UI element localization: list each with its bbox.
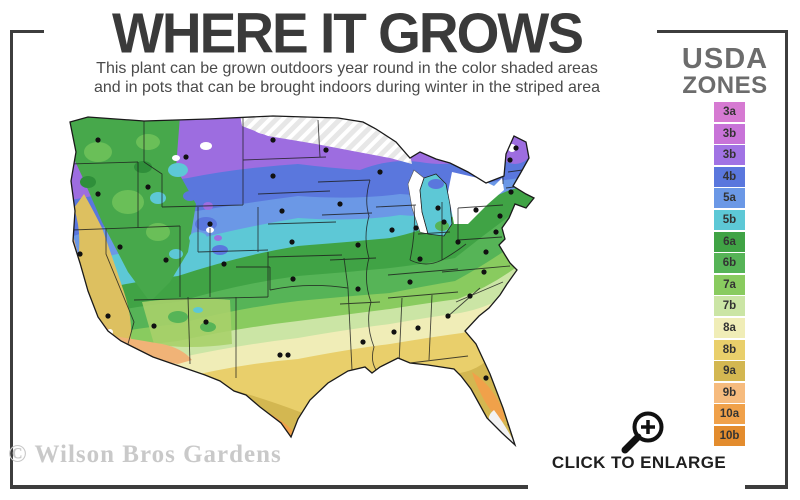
zone-shading	[70, 116, 534, 445]
city-dots	[77, 137, 524, 427]
frame-right-vertical	[785, 30, 788, 489]
zone-chip-7a-8: 7a	[714, 274, 745, 295]
frame-top-left-horizontal	[10, 30, 44, 33]
map-container	[58, 112, 550, 464]
zone-chip-8b-11: 8b	[714, 339, 745, 360]
zone-chip-5a-4: 5a	[714, 188, 745, 209]
click-to-enlarge-button[interactable]: CLICK TO ENLARGE	[551, 453, 727, 472]
frame-left-vertical	[10, 30, 13, 488]
subtitle: This plant can be grown outdoors year ro…	[0, 59, 694, 97]
page-title: WHERE IT GROWS	[111, 1, 584, 65]
subtitle-line-1: This plant can be grown outdoors year ro…	[96, 60, 598, 77]
frame-bottom-line	[10, 485, 528, 489]
zone-chip-8a-10: 8a	[714, 317, 745, 338]
zone-chip-9b-13: 9b	[714, 382, 745, 403]
frame-top-right-horizontal	[657, 30, 788, 33]
zone-chip-4b-3: 4b	[714, 166, 745, 187]
zone-chip-7b-9: 7b	[714, 296, 745, 317]
frame-bottom-right-horizontal	[745, 485, 788, 489]
zone-chip-6a-6: 6a	[714, 231, 745, 252]
legend-title-usda: USDA	[681, 43, 769, 75]
magnifier-icon[interactable]	[612, 406, 668, 458]
zone-chip-6b-7: 6b	[714, 253, 745, 274]
legend-title: USDA ZONES	[660, 44, 790, 98]
zone-chip-3b-1: 3b	[714, 123, 745, 144]
zone-chip-10a-14: 10a	[714, 404, 745, 425]
zone-chip-3a-0: 3a	[714, 102, 745, 122]
us-outline	[69, 115, 536, 448]
zone-chip-3b-2: 3b	[714, 145, 745, 166]
zone-chip-10b-15: 10b	[714, 425, 745, 446]
subtitle-line-2: and in pots that can be brought indoors …	[93, 79, 601, 96]
zone-chips: 3a 3b 3b 4b 5a 5b 6a 6b 7a 7b 8a 8b 9a 9b 10a 10b	[714, 102, 746, 448]
zone-chip-5b-5: 5b	[714, 209, 745, 230]
watermark: © Wilson Bros Gardens	[8, 441, 282, 468]
legend-title-zones: ZONES	[682, 72, 768, 99]
zone-chip-9a-12: 9a	[714, 361, 745, 382]
usda-hardiness-map[interactable]	[58, 112, 550, 464]
